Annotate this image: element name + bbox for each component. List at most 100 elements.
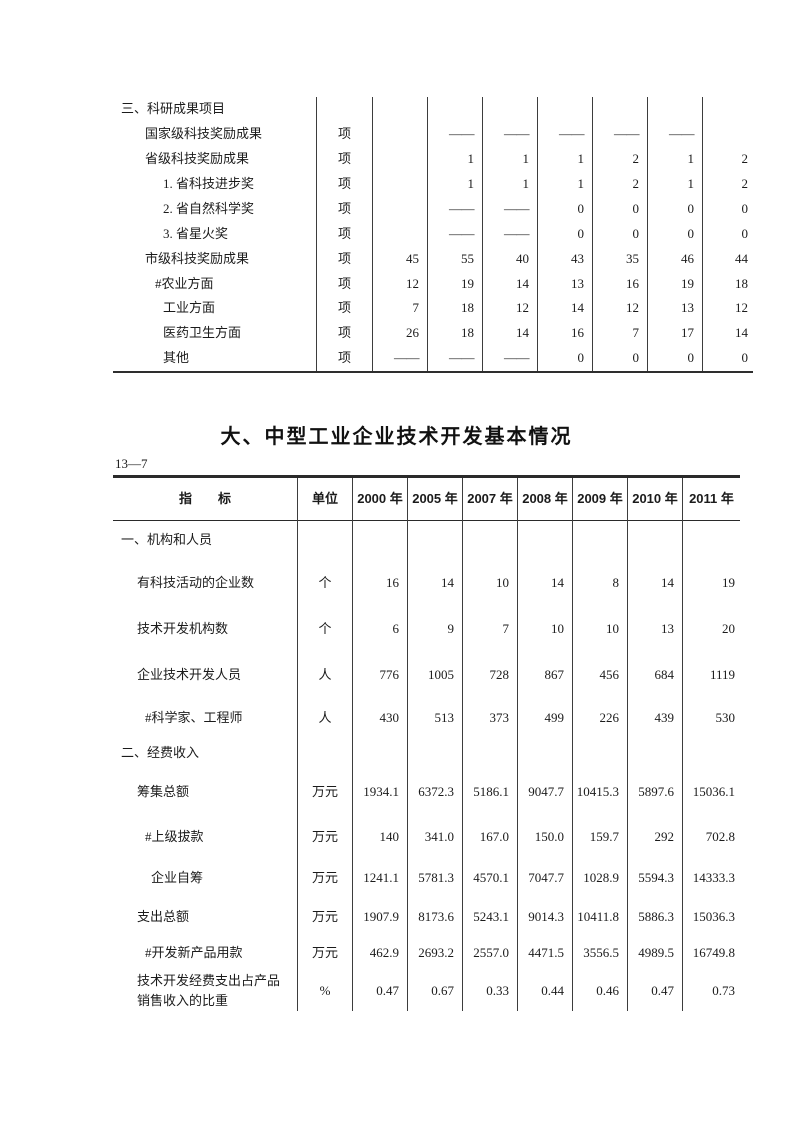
year-header: 2008 年 [518,478,573,520]
cell-value: 2 [741,175,749,191]
cell-value [373,121,428,147]
cell-value: 140 [353,816,408,858]
cell-value: 0 [593,196,648,222]
cell-value: 14 [518,560,573,606]
cell-value: 15036.3 [692,908,735,924]
cell-value: 43 [538,246,593,272]
cell-value: —— [538,121,593,147]
year-header: 2005 年 [408,478,463,520]
row-label: 工业方面 [113,296,317,322]
cell-value: 15036.1 [692,783,735,799]
cell-value [628,520,683,560]
row-unit: 项 [317,271,373,297]
cell-value: 5186.1 [463,768,518,816]
row-label: 1. 省科技进步奖 [113,171,317,197]
cell-value: 2 [593,146,648,172]
cell-value: 0.46 [573,971,628,1011]
row-unit: 项 [317,221,373,247]
cell-value: —— [593,121,648,147]
tech-dev-table-header: 指 标 单位 2000 年 2005 年 2007 年 2008 年 2009 年 201… [113,475,740,521]
cell-value: 1907.9 [353,899,408,935]
cell-value: 1 [428,171,483,197]
cell-value: 776 [353,652,408,698]
cell-value [573,738,628,768]
cell-value: 14 [408,560,463,606]
cell-value: 14 [483,321,538,346]
cell-value: 14 [538,296,593,322]
cell-value: 10415.3 [573,768,628,816]
unit-header: 单位 [298,478,353,520]
row-label: 医药卫生方面 [113,321,317,346]
cell-value: 19 [648,271,703,297]
cell-value: 0 [648,345,703,371]
cell-value: 728 [463,652,518,698]
cell-value: —— [428,221,483,247]
cell-value: 4989.5 [628,935,683,971]
row-unit: 万元 [298,768,353,816]
year-header: 2000 年 [353,478,408,520]
cell-value [353,520,408,560]
row-label: 2. 省自然科学奖 [113,196,317,222]
cell-value: 0.47 [628,971,683,1011]
year-header: 2007 年 [463,478,518,520]
cell-value: 1 [648,146,703,172]
cell-value: 1 [483,146,538,172]
cell-value: 1 [483,171,538,197]
cell-value: 10 [463,560,518,606]
row-unit: 万元 [298,935,353,971]
cell-value: 5594.3 [628,858,683,899]
cell-value: 2 [741,151,749,167]
row-unit: 项 [317,345,373,371]
cell-value: 1119 [709,666,735,682]
cell-value: 439 [628,698,683,738]
cell-value: 5243.1 [463,899,518,935]
row-label: #科学家、工程师 [113,698,298,738]
cell-value: 6372.3 [408,768,463,816]
cell-value: 26 [373,321,428,346]
cell-value: 18 [428,296,483,322]
cell-value: 10 [573,606,628,652]
cell-value: 0.47 [353,971,408,1011]
row-unit: 个 [298,560,353,606]
cell-value: 8 [573,560,628,606]
cell-value: 16 [593,271,648,297]
cell-value: 456 [573,652,628,698]
cell-value: 0 [741,225,749,241]
row-label: 企业自筹 [113,858,298,899]
cell-value: 684 [628,652,683,698]
cell-value [518,520,573,560]
cell-value [463,738,518,768]
year-header: 2009 年 [573,478,628,520]
cell-value: 373 [463,698,518,738]
cell-value [648,97,703,122]
cell-value: —— [373,345,428,371]
cell-value [683,520,740,560]
cell-value [683,738,740,768]
cell-value: 0 [648,221,703,247]
cell-value: 0.33 [463,971,518,1011]
row-label: 技术开发经费支出占产品 销售收入的比重 [113,971,298,1011]
row-unit [317,97,373,122]
cell-value: 0 [538,196,593,222]
cell-value: 0 [741,200,749,216]
cell-value: 12 [373,271,428,297]
cell-value: 7 [463,606,518,652]
cell-value: —— [483,221,538,247]
cell-value: 46 [648,246,703,272]
row-label: 企业技术开发人员 [113,652,298,698]
cell-value [483,97,538,122]
row-label: #开发新产品用款 [113,935,298,971]
row-unit: 项 [317,246,373,272]
table-number: 13—7 [115,456,148,471]
row-unit: 万元 [298,816,353,858]
cell-value: —— [483,196,538,222]
cell-value: 2557.0 [463,935,518,971]
cell-value: 14 [735,325,748,341]
row-unit: 万元 [298,858,353,899]
cell-value: 6 [353,606,408,652]
cell-value: 10 [518,606,573,652]
cell-value: 462.9 [353,935,408,971]
cell-value: 12 [593,296,648,322]
cell-value: 0 [538,345,593,371]
cell-value [373,196,428,222]
